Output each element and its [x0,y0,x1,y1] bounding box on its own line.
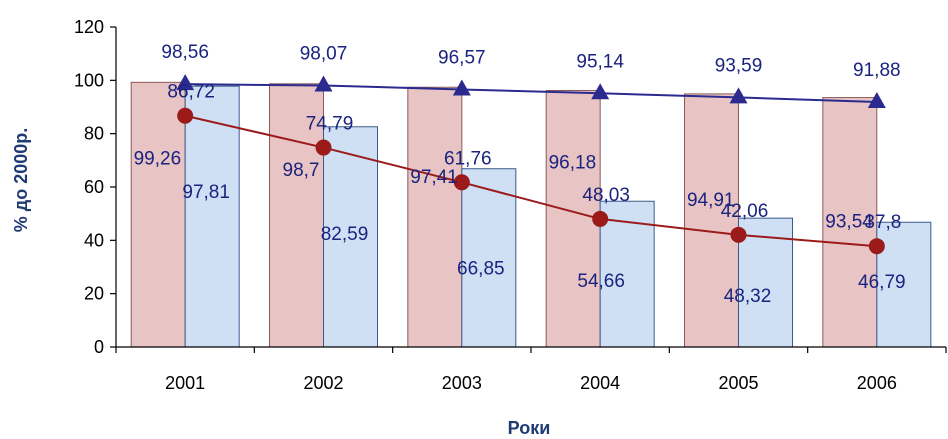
y-tick-label: 60 [84,177,104,197]
x-tick-label: 2005 [718,373,758,393]
triangle-marker [591,83,610,100]
data-label: 37,8 [864,212,901,233]
labels-layer: 98,56 98,07 96,57 95,14 93,59 91,88 86,72 74,79… [134,42,906,307]
data-label: 86,72 [167,82,215,103]
circle-marker [592,210,609,227]
bar-series-1 [269,83,324,348]
x-tick-label: 2001 [165,373,205,393]
bar-series-1 [407,86,463,348]
line-series-triangle [185,83,877,103]
data-label: 98,7 [283,160,320,181]
data-label: 94,91 [687,190,735,211]
y-tick-label: 120 [74,17,104,37]
data-label: 96,18 [549,153,597,174]
x-tick-label: 2002 [303,373,343,393]
data-label: 99,26 [134,148,182,169]
data-label: 61,76 [444,148,492,169]
data-label: 74,79 [306,114,354,135]
ticks-layer: 0 20 40 60 80 100 120 2001 2002 2003 2004 2005 2006 [74,17,947,393]
bar-series-1 [684,93,739,348]
triangle-marker [176,74,195,91]
bars-layer [130,81,932,348]
lines-layer [176,74,886,255]
data-label: 98,07 [300,43,348,64]
axes-layer [115,27,946,348]
bar-series-2 [461,168,517,348]
bar-series-1 [130,81,186,348]
y-tick-label: 40 [84,230,104,250]
bar-series-2 [184,85,240,348]
circle-marker [315,139,332,156]
data-label: 93,54 [825,212,873,233]
data-label: 91,88 [853,60,901,81]
y-tick-label: 100 [74,70,104,90]
triangle-marker [452,79,471,96]
y-tick-label: 20 [84,284,104,304]
line-series-circle [184,114,877,248]
data-label: 48,03 [582,185,630,206]
data-label: 98,56 [161,42,209,63]
circle-marker [730,226,747,243]
data-label: 97,41 [410,167,458,188]
x-tick-label: 2003 [442,373,482,393]
data-label: 48,32 [724,286,772,307]
data-label: 93,59 [715,55,763,76]
y-tick-label: 80 [84,124,104,144]
x-axis-title: Роки [508,418,551,438]
x-tick-label: 2004 [580,373,620,393]
data-label: 97,81 [182,182,230,203]
triangle-marker [314,75,333,92]
triangle-marker [867,91,886,108]
y-axis-title: % до 2000р. [11,128,31,232]
triangle-marker [729,87,748,104]
y-tick-label: 0 [94,337,104,357]
x-tick-label: 2006 [857,373,897,393]
data-label: 54,66 [577,271,625,292]
bar-series-2 [599,200,655,348]
data-label: 96,57 [438,47,486,68]
bar-series-1 [545,90,601,348]
circle-marker [868,238,885,255]
data-label: 82,59 [321,224,369,245]
circle-marker [453,174,470,191]
data-label: 95,14 [576,51,624,72]
data-label: 66,85 [457,259,505,280]
bar-series-1 [822,97,878,348]
circle-marker [177,107,194,124]
bar-series-2 [323,126,378,348]
data-label: 46,79 [858,272,906,293]
data-label: 42,06 [721,201,769,222]
